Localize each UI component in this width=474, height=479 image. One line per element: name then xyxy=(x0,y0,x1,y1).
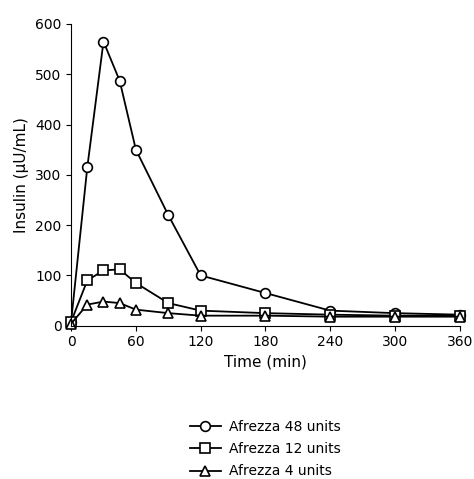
Afrezza 48 units xyxy=(165,212,171,218)
Afrezza 4 units xyxy=(263,313,268,319)
Afrezza 4 units xyxy=(328,314,333,319)
Afrezza 48 units xyxy=(457,312,463,318)
Afrezza 12 units xyxy=(198,308,203,314)
Afrezza 48 units xyxy=(328,308,333,314)
Afrezza 12 units xyxy=(165,300,171,306)
Afrezza 4 units xyxy=(133,307,139,312)
Afrezza 12 units xyxy=(100,267,106,273)
Afrezza 12 units xyxy=(328,312,333,318)
X-axis label: Time (min): Time (min) xyxy=(224,355,307,370)
Line: Afrezza 12 units: Afrezza 12 units xyxy=(66,264,465,327)
Line: Afrezza 4 units: Afrezza 4 units xyxy=(66,297,465,329)
Afrezza 12 units xyxy=(263,310,268,316)
Afrezza 4 units xyxy=(68,321,74,327)
Afrezza 12 units xyxy=(457,313,463,319)
Afrezza 48 units xyxy=(84,164,90,170)
Afrezza 48 units xyxy=(198,273,203,278)
Y-axis label: Insulin (μU/mL): Insulin (μU/mL) xyxy=(14,117,29,233)
Afrezza 48 units xyxy=(100,39,106,45)
Afrezza 48 units xyxy=(68,319,74,325)
Afrezza 4 units xyxy=(457,314,463,319)
Afrezza 12 units xyxy=(392,313,398,319)
Afrezza 48 units xyxy=(392,310,398,316)
Afrezza 12 units xyxy=(84,278,90,284)
Afrezza 4 units xyxy=(84,302,90,308)
Afrezza 12 units xyxy=(117,266,122,272)
Afrezza 4 units xyxy=(100,299,106,305)
Afrezza 48 units xyxy=(117,78,122,84)
Afrezza 4 units xyxy=(198,313,203,319)
Afrezza 12 units xyxy=(68,319,74,325)
Afrezza 4 units xyxy=(392,314,398,319)
Legend: Afrezza 48 units, Afrezza 12 units, Afrezza 4 units: Afrezza 48 units, Afrezza 12 units, Afre… xyxy=(184,414,346,479)
Afrezza 4 units xyxy=(117,300,122,306)
Afrezza 48 units xyxy=(263,290,268,296)
Line: Afrezza 48 units: Afrezza 48 units xyxy=(66,37,465,327)
Afrezza 4 units xyxy=(165,310,171,316)
Afrezza 48 units xyxy=(133,147,139,153)
Afrezza 12 units xyxy=(133,280,139,286)
